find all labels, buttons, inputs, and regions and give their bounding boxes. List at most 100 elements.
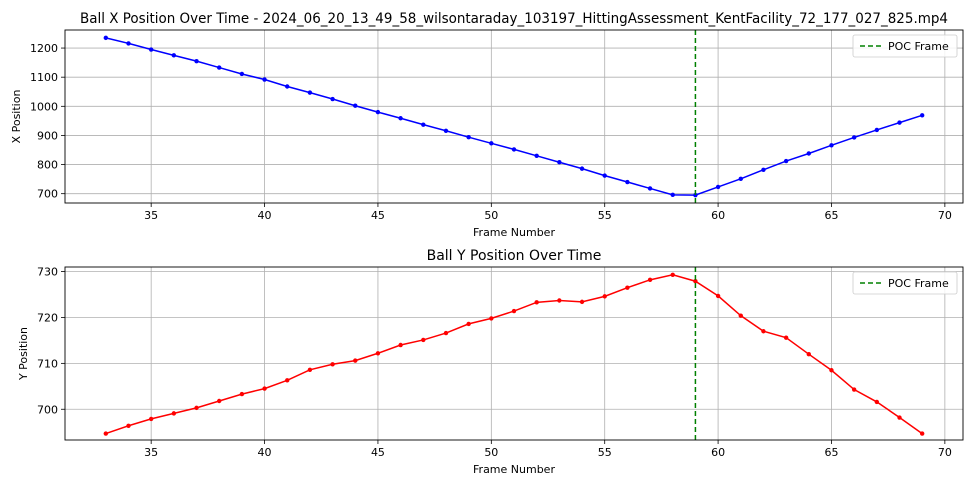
x-tick-label: 70 <box>938 209 952 222</box>
x-tick-label: 35 <box>144 446 158 459</box>
data-point <box>783 335 789 340</box>
data-point <box>239 71 245 77</box>
data-point <box>693 192 698 198</box>
y-tick-label: 730 <box>37 266 58 279</box>
data-point <box>398 116 403 121</box>
data-point <box>353 358 358 363</box>
x-tick-label: 35 <box>144 209 158 222</box>
y-tick-label: 900 <box>37 129 58 142</box>
y-tick-label: 710 <box>37 357 58 370</box>
data-point <box>670 192 675 198</box>
x-tick-label: 50 <box>484 446 498 459</box>
data-point <box>602 173 607 178</box>
data-point <box>625 285 630 290</box>
data-point <box>285 378 290 383</box>
y-tick-label: 1200 <box>30 42 58 55</box>
data-point <box>375 109 381 115</box>
y-tick-label: 1100 <box>30 71 58 84</box>
plot-frame <box>64 266 964 441</box>
data-point <box>126 41 131 46</box>
data-point <box>693 279 698 284</box>
data-point <box>171 411 177 416</box>
chart-title: Ball Y Position Over Time <box>427 248 602 264</box>
data-point <box>851 387 857 392</box>
x-tick-label: 45 <box>371 209 385 222</box>
data-point <box>353 103 358 108</box>
x-tick-label: 70 <box>938 446 952 459</box>
data-point <box>443 330 449 336</box>
data-point <box>715 293 721 299</box>
data-point <box>148 416 154 422</box>
data-point <box>647 277 653 283</box>
data-point <box>148 47 154 52</box>
data-point <box>738 176 743 182</box>
data-point <box>579 166 585 171</box>
data-point <box>443 128 449 133</box>
data-point <box>670 272 675 278</box>
x-axis-label: Frame Number <box>473 226 555 239</box>
data-point <box>194 405 199 411</box>
y-tick-label: 1000 <box>30 100 58 113</box>
data-point <box>466 321 471 327</box>
data-point <box>421 122 426 127</box>
data-point <box>262 77 267 82</box>
y-axis-label: X Position <box>10 90 23 144</box>
data-point <box>534 153 539 159</box>
x-axis-label: Frame Number <box>473 463 555 476</box>
data-point <box>489 316 494 321</box>
data-point <box>874 127 880 133</box>
data-point <box>511 147 517 152</box>
chart-panel-2: 35 40 45 50 55 60 65 70 700 710 720 730 Ball Y Posit… <box>17 248 964 476</box>
data-point <box>625 179 630 185</box>
y-axis-label: Y Position <box>17 327 30 381</box>
data-point <box>897 120 902 125</box>
data-point <box>330 96 335 102</box>
data-point <box>829 368 834 373</box>
data-point <box>557 160 562 165</box>
data-point <box>103 35 109 41</box>
data-point <box>897 415 902 420</box>
data-point <box>806 151 811 156</box>
x-tick-label: 65 <box>824 209 838 222</box>
chart-title: Ball X Position Over Time - 2024_06_20_1… <box>80 11 948 27</box>
data-point <box>534 300 539 305</box>
data-point <box>511 308 517 314</box>
x-tick-label: 60 <box>711 446 725 459</box>
data-point <box>919 113 925 118</box>
data-point <box>330 362 335 367</box>
x-tick-label: 60 <box>711 209 725 222</box>
y-tick-label: 700 <box>37 403 58 416</box>
plot-frame <box>64 29 964 204</box>
legend: POC Frame <box>852 271 958 295</box>
data-point <box>851 135 857 140</box>
data-point <box>761 167 766 172</box>
data-point <box>285 84 290 89</box>
data-point <box>194 58 199 64</box>
data-point <box>307 367 313 372</box>
data-point <box>421 337 426 343</box>
y-tick-label: 700 <box>37 188 58 201</box>
data-point <box>647 186 653 191</box>
data-point <box>307 90 313 95</box>
data-point <box>783 158 789 164</box>
legend: POC Frame <box>852 34 958 58</box>
x-tick-label: 45 <box>371 446 385 459</box>
legend-label: POC Frame <box>888 277 949 290</box>
data-point <box>557 298 562 303</box>
data-point <box>171 53 177 58</box>
chart-panel-1: 35 40 45 50 55 60 65 70 700 800 900 1000 1100 1200 Bal… <box>10 11 964 239</box>
data-point <box>103 431 109 436</box>
data-point <box>919 431 925 436</box>
data-point <box>217 65 222 70</box>
y-tick-label: 800 <box>37 159 58 172</box>
series-line <box>105 274 923 435</box>
data-point <box>398 342 403 348</box>
data-point <box>874 399 880 405</box>
data-point <box>375 351 381 356</box>
x-tick-label: 40 <box>258 209 272 222</box>
data-point <box>806 351 811 357</box>
x-tick-label: 55 <box>598 446 612 459</box>
y-tick-label: 720 <box>37 311 58 324</box>
data-point <box>715 184 721 190</box>
